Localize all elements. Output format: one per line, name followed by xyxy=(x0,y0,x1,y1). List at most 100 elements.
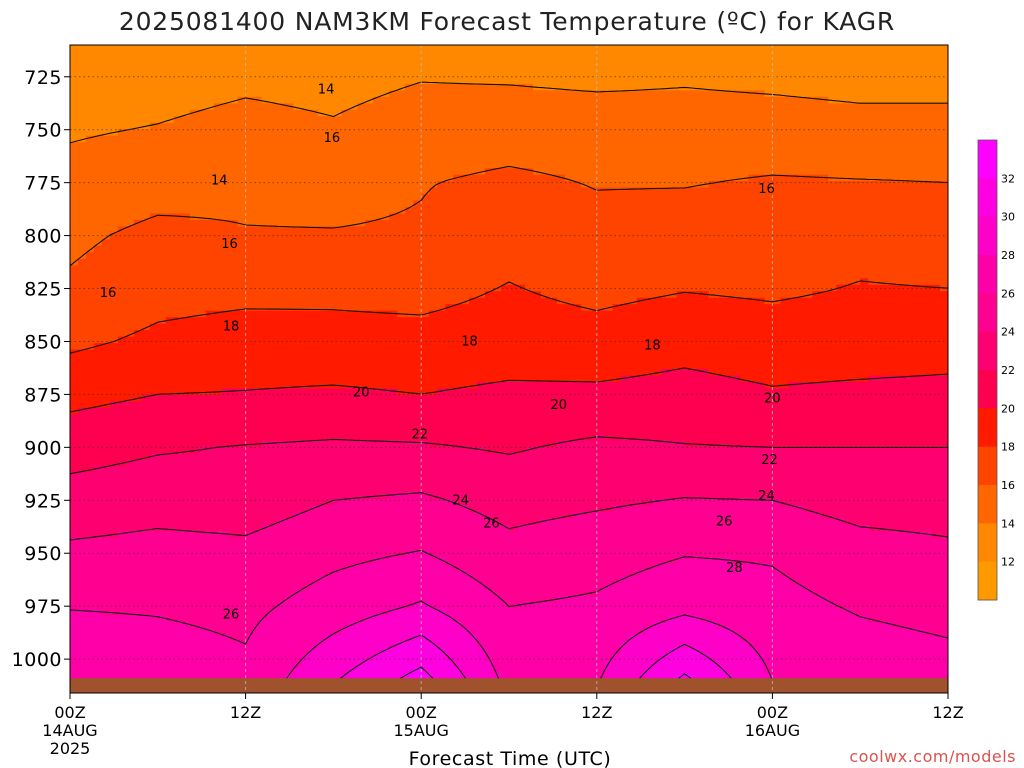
field-cell xyxy=(684,45,694,53)
field-cell xyxy=(844,155,853,163)
field-cell xyxy=(636,323,646,331)
field-cell xyxy=(149,57,159,66)
field-cell xyxy=(844,258,853,266)
field-cell xyxy=(277,148,287,156)
field-cell xyxy=(269,45,279,53)
field-cell xyxy=(636,135,646,143)
field-cell xyxy=(876,168,885,176)
field-cell xyxy=(884,109,893,117)
field-cell xyxy=(261,258,271,266)
field-cell xyxy=(381,148,390,156)
field-cell xyxy=(469,148,478,156)
field-cell xyxy=(716,122,726,130)
field-cell xyxy=(205,291,215,299)
field-cell xyxy=(221,239,231,247)
field-cell xyxy=(229,219,239,228)
field-cell xyxy=(532,297,542,305)
field-cell xyxy=(940,219,948,228)
field-cell xyxy=(325,57,334,66)
field-cell xyxy=(365,265,374,273)
field-cell xyxy=(157,200,167,208)
field-cell xyxy=(101,64,111,72)
field-cell xyxy=(365,116,374,124)
field-cell xyxy=(604,245,614,253)
field-cell xyxy=(293,310,303,318)
field-cell xyxy=(764,109,773,117)
field-cell xyxy=(445,96,454,104)
field-cell xyxy=(70,317,79,325)
field-cell xyxy=(501,109,510,117)
field-cell xyxy=(748,304,758,312)
field-cell xyxy=(397,271,406,279)
field-cell xyxy=(413,90,422,98)
field-cell xyxy=(245,64,255,72)
field-cell xyxy=(269,336,279,344)
field-cell xyxy=(628,297,638,305)
field-cell xyxy=(620,317,630,325)
field-cell xyxy=(676,310,686,318)
field-cell xyxy=(125,116,135,124)
field-cell xyxy=(804,207,813,215)
field-cell xyxy=(437,83,446,91)
field-cell xyxy=(149,284,159,292)
field-cell xyxy=(165,265,175,273)
field-cell xyxy=(253,278,263,286)
field-cell xyxy=(421,187,430,195)
field-cell xyxy=(70,129,79,137)
field-cell xyxy=(301,122,311,130)
field-cell xyxy=(516,83,526,91)
field-cell xyxy=(237,278,247,286)
field-cell xyxy=(892,323,901,331)
field-cell xyxy=(189,194,199,202)
field-cell xyxy=(644,245,654,253)
field-cell xyxy=(341,207,350,215)
field-cell xyxy=(365,103,374,111)
field-cell xyxy=(237,200,247,208)
field-cell xyxy=(788,77,797,85)
field-cell xyxy=(341,57,350,66)
field-cell xyxy=(812,226,821,234)
field-cell xyxy=(836,77,845,85)
field-cell xyxy=(213,297,223,305)
field-cell xyxy=(341,330,350,338)
field-cell xyxy=(908,245,917,253)
field-cell xyxy=(333,258,342,266)
field-cell xyxy=(812,323,821,331)
field-cell xyxy=(596,187,606,195)
field-cell xyxy=(285,323,295,331)
field-cell xyxy=(668,116,678,124)
field-cell xyxy=(564,252,574,260)
field-cell xyxy=(564,174,574,182)
field-cell xyxy=(860,77,869,85)
field-cell xyxy=(580,213,590,221)
field-cell xyxy=(261,278,271,286)
field-cell xyxy=(117,116,127,124)
field-cell xyxy=(524,135,534,143)
field-cell xyxy=(828,304,837,312)
field-cell xyxy=(269,207,279,215)
field-cell xyxy=(365,109,374,117)
field-cell xyxy=(421,252,430,260)
field-cell xyxy=(532,200,542,208)
field-cell xyxy=(397,83,406,91)
field-cell xyxy=(788,90,797,98)
field-cell xyxy=(189,284,199,292)
field-cell xyxy=(932,181,941,189)
field-cell xyxy=(157,219,167,228)
field-cell xyxy=(365,336,374,344)
field-cell xyxy=(101,304,111,312)
field-cell xyxy=(493,116,502,124)
field-cell xyxy=(301,174,311,182)
field-cell xyxy=(620,174,630,182)
field-cell xyxy=(652,96,662,104)
field-cell xyxy=(580,194,590,202)
field-cell xyxy=(125,291,135,299)
field-cell xyxy=(141,200,151,208)
field-cell xyxy=(908,57,917,66)
field-cell xyxy=(812,278,821,286)
field-cell xyxy=(628,96,638,104)
field-cell xyxy=(141,155,151,163)
field-cell xyxy=(524,265,534,273)
field-cell xyxy=(125,200,135,208)
field-cell xyxy=(748,148,758,156)
